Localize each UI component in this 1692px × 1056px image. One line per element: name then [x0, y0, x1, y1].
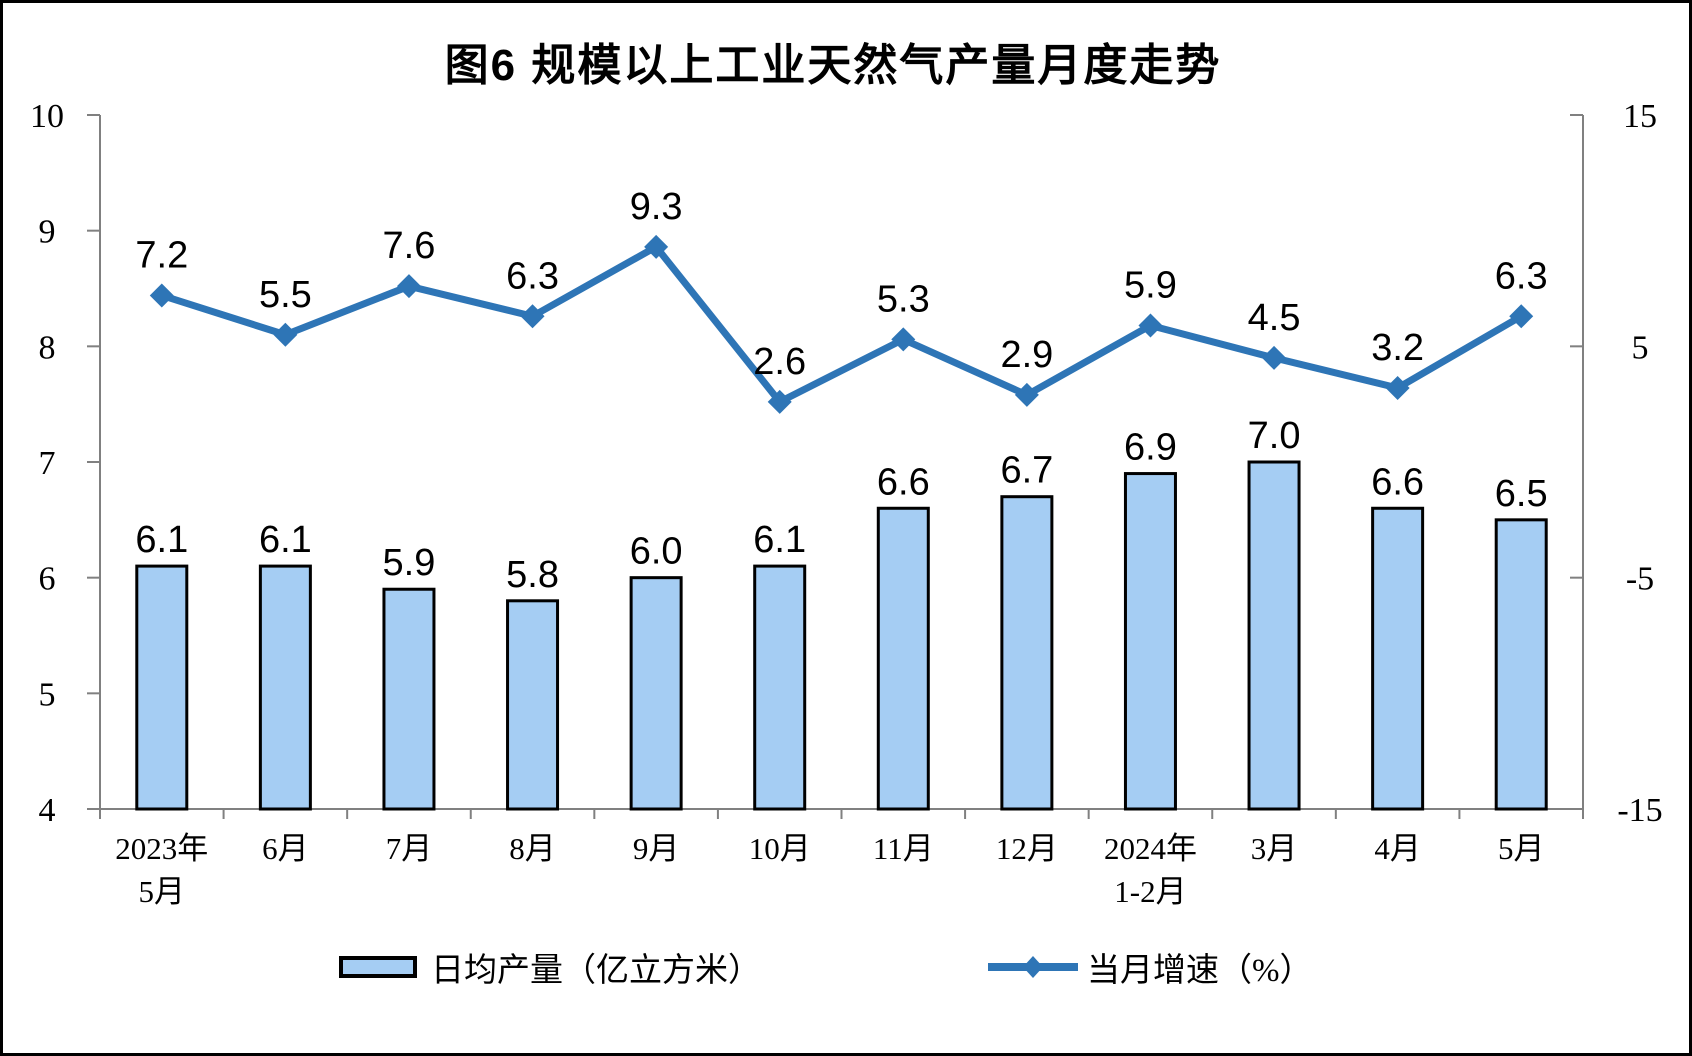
bar	[1371, 506, 1425, 811]
bar-value-label: 7.0	[1248, 415, 1301, 457]
line-swatch-icon	[987, 954, 1079, 980]
right-axis-tick-label: 5	[1632, 329, 1649, 366]
legend-item-bar: 日均产量（亿立方米）	[339, 947, 761, 989]
bar-value-label: 6.9	[1124, 427, 1177, 469]
line-marker	[1014, 382, 1039, 407]
line-value-label: 3.2	[1371, 327, 1424, 369]
x-axis-label: 5月	[139, 874, 186, 909]
right-axis-tick-label: 15	[1623, 98, 1657, 135]
bar-value-label: 6.1	[135, 519, 188, 561]
legend-bar-label: 日均产量（亿立方米）	[431, 953, 761, 989]
line-marker	[1262, 345, 1287, 370]
line-swatch-svg	[988, 956, 1078, 978]
bar-value-label: 6.1	[259, 519, 312, 561]
line-value-label: 5.5	[259, 274, 312, 316]
line-path	[158, 243, 1525, 406]
x-axis-label: 3月	[1251, 831, 1298, 866]
bar-swatch-icon	[339, 956, 417, 978]
line-value-label: 5.3	[877, 278, 930, 320]
bar	[629, 576, 683, 811]
line-marker	[520, 304, 545, 329]
line-marker	[396, 274, 421, 299]
line-marker	[1509, 304, 1534, 329]
x-axis-label: 9月	[633, 831, 680, 866]
line-value-label: 7.6	[383, 225, 436, 267]
line-marker	[767, 389, 792, 414]
line-marker	[891, 327, 916, 352]
x-axis-label: 5月	[1498, 831, 1545, 866]
bar-value-label: 5.8	[506, 554, 559, 596]
bar	[1000, 495, 1054, 811]
bar-value-label: 6.1	[753, 519, 806, 561]
line-marker	[149, 283, 174, 308]
left-axis-tick-label: 7	[39, 445, 56, 482]
x-axis-label: 8月	[509, 831, 556, 866]
right-axis-tick-label: -15	[1617, 792, 1662, 829]
bar	[876, 506, 930, 811]
x-axis-label: 6月	[262, 831, 309, 866]
x-axis-label: 11月	[873, 831, 934, 866]
legend-line-label: 当月增速（%）	[1087, 953, 1313, 989]
line-value-label: 2.9	[1000, 334, 1053, 376]
line-marker	[644, 234, 669, 259]
line-value-label: 9.3	[630, 186, 683, 228]
line-value-label: 6.3	[506, 255, 559, 297]
right-axis-tick-label: -5	[1626, 561, 1654, 598]
line-value-label: 7.2	[135, 234, 188, 276]
x-axis-label: 12月	[996, 831, 1058, 866]
x-axis-label: 1-2月	[1114, 874, 1186, 909]
line-value-label: 2.6	[753, 341, 806, 383]
bar	[1123, 472, 1177, 811]
chart-title: 图6 规模以上工业天然气产量月度走势	[444, 41, 1222, 90]
x-axis-label: 7月	[386, 831, 433, 866]
bar	[1247, 460, 1301, 811]
bar	[258, 564, 312, 811]
x-axis-label: 2023年	[115, 831, 208, 866]
legend-line-marker	[1023, 956, 1043, 978]
line-marker	[1385, 375, 1410, 400]
bar	[1494, 518, 1548, 811]
line-marker	[1138, 313, 1163, 338]
left-axis-tick-label: 10	[30, 98, 64, 135]
bar	[135, 564, 189, 811]
bar	[382, 587, 436, 811]
left-axis-tick-label: 4	[39, 792, 56, 829]
line-value-label: 6.3	[1495, 255, 1548, 297]
bar	[753, 564, 807, 811]
line-value-label: 4.5	[1248, 297, 1301, 339]
left-axis-tick-label: 5	[39, 676, 56, 713]
left-axis-tick-label: 6	[39, 561, 56, 598]
bar-value-label: 6.6	[1371, 461, 1424, 503]
bar-value-label: 6.0	[630, 531, 683, 573]
plot-area: 4 5 6 7 8 9 10 -15 -5 5 15 2023年 5月 6月 7月 8月 9月 10月 11月 12月…	[30, 98, 1663, 909]
line-marker	[273, 322, 298, 347]
left-axis-tick-label: 8	[39, 329, 56, 366]
bar-value-label: 6.6	[877, 461, 930, 503]
x-axis-label: 4月	[1374, 831, 1421, 866]
bar-value-label: 5.9	[383, 542, 436, 584]
bar	[506, 599, 560, 811]
line-value-label: 5.9	[1124, 265, 1177, 307]
left-axis-tick-label: 9	[39, 214, 56, 251]
legend-item-line: 当月增速（%）	[987, 947, 1313, 989]
x-axis-label: 10月	[749, 831, 811, 866]
x-axis-label: 2024年	[1104, 831, 1197, 866]
bar-value-label: 6.5	[1495, 473, 1548, 515]
bar-value-label: 6.7	[1000, 450, 1053, 492]
